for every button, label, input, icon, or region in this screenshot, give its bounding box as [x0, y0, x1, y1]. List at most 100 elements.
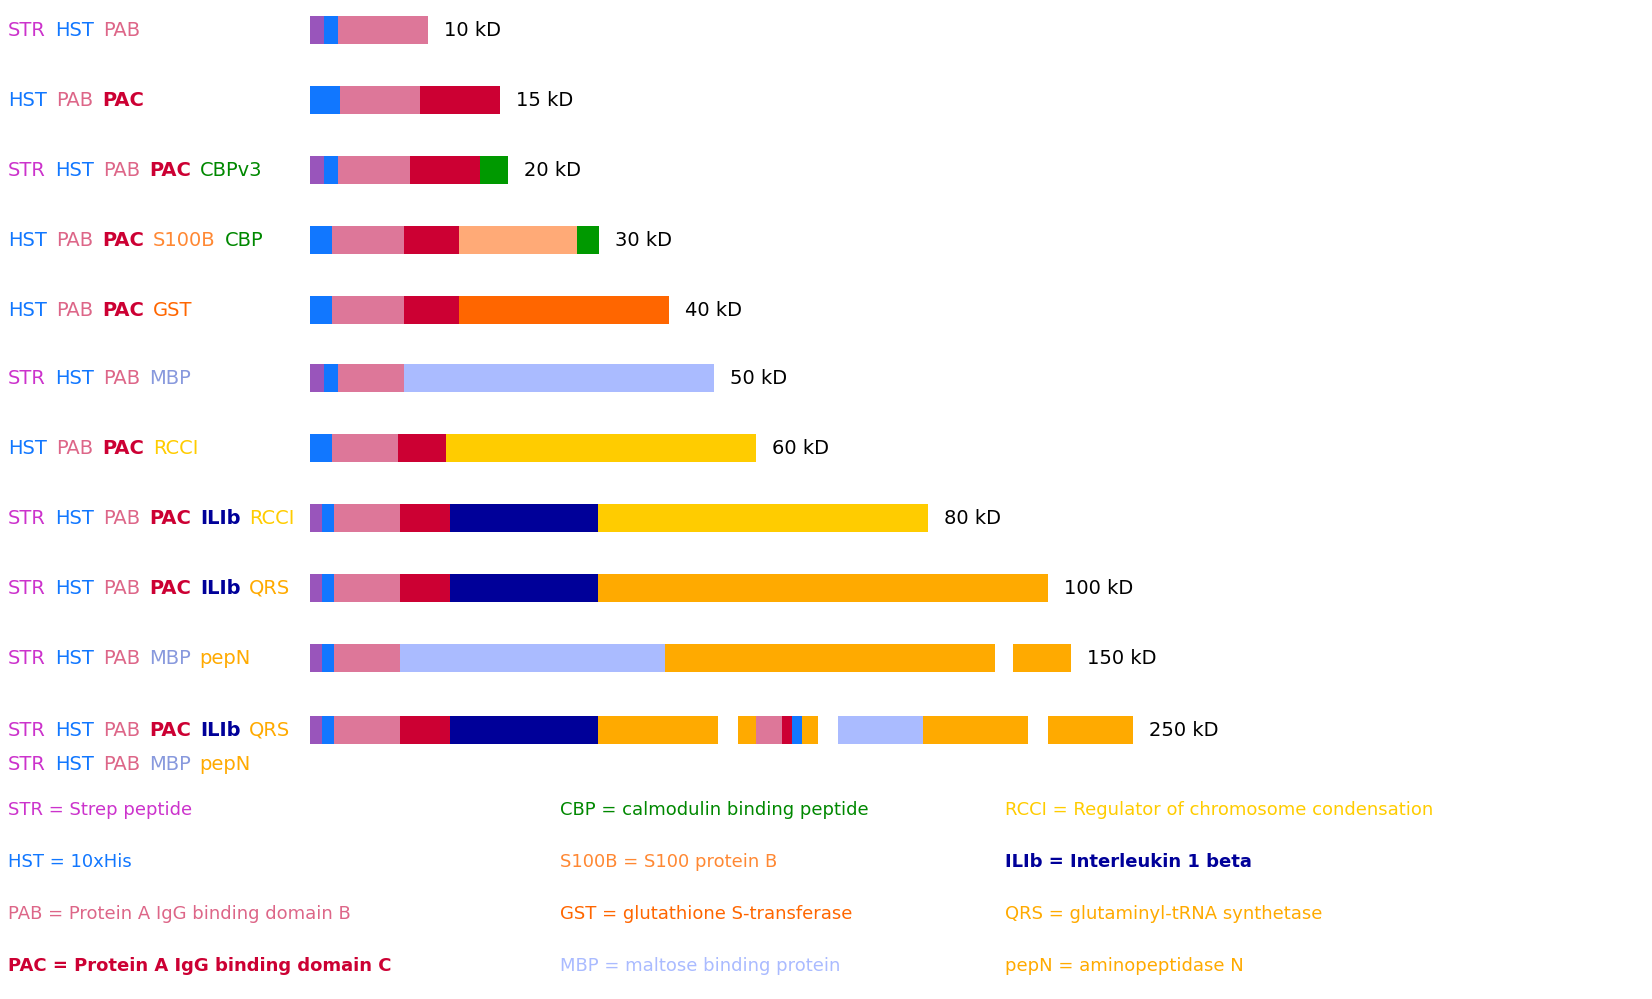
Text: STR: STR [8, 508, 46, 527]
Bar [995, 644, 1013, 672]
Bar [405, 364, 714, 392]
Bar [324, 364, 339, 392]
Text: PAC: PAC [102, 231, 144, 250]
Bar [781, 716, 791, 744]
Bar [838, 716, 923, 744]
Text: pepN = aminopeptidase N: pepN = aminopeptidase N [1004, 957, 1244, 975]
Bar [311, 644, 322, 672]
Bar [322, 504, 334, 532]
Bar [311, 364, 324, 392]
Text: S100B = S100 protein B: S100B = S100 protein B [560, 853, 776, 871]
Bar [398, 434, 446, 462]
Text: PAC = Protein A IgG binding domain C: PAC = Protein A IgG binding domain C [8, 957, 392, 975]
Bar [334, 716, 400, 744]
Text: 30 kD: 30 kD [615, 231, 672, 250]
Bar [324, 156, 339, 184]
Bar [311, 226, 332, 254]
Text: HST: HST [55, 21, 94, 40]
Bar [334, 574, 400, 602]
Text: STR: STR [8, 720, 46, 739]
Text: STR: STR [8, 21, 46, 40]
Bar [324, 16, 339, 44]
Bar [923, 716, 1028, 744]
Text: PAC: PAC [102, 91, 144, 110]
Text: CBP: CBP [225, 231, 263, 250]
Bar [405, 296, 459, 324]
Text: ILIb = Interleukin 1 beta: ILIb = Interleukin 1 beta [1004, 853, 1252, 871]
Text: 20 kD: 20 kD [524, 161, 582, 180]
Bar [1028, 716, 1047, 744]
Bar [1047, 716, 1133, 744]
Text: PAB: PAB [56, 231, 93, 250]
Bar [311, 16, 324, 44]
Text: ILIb: ILIb [200, 508, 240, 527]
Bar [332, 434, 398, 462]
Text: GST = glutathione S-transferase: GST = glutathione S-transferase [560, 905, 852, 923]
Text: HST: HST [55, 578, 94, 597]
Text: PAC: PAC [102, 301, 144, 320]
Text: MBP: MBP [149, 648, 190, 667]
Text: PAB: PAB [56, 91, 93, 110]
Bar [322, 644, 334, 672]
Bar [420, 86, 501, 114]
Text: MBP: MBP [149, 754, 190, 773]
Text: MBP: MBP [149, 369, 190, 388]
Bar [311, 296, 332, 324]
Text: STR: STR [8, 754, 46, 773]
Text: ILIb: ILIb [200, 578, 240, 597]
Text: S100B: S100B [154, 231, 215, 250]
Text: 60 kD: 60 kD [771, 439, 829, 458]
Bar [598, 574, 1047, 602]
Bar [459, 226, 577, 254]
Text: GST: GST [154, 301, 192, 320]
Text: STR: STR [8, 648, 46, 667]
Text: 150 kD: 150 kD [1087, 648, 1156, 667]
Text: HST: HST [55, 754, 94, 773]
Text: STR: STR [8, 161, 46, 180]
Text: HST: HST [8, 301, 46, 320]
Text: CBPv3: CBPv3 [200, 161, 263, 180]
Text: PAC: PAC [149, 720, 190, 739]
Text: PAB: PAB [56, 439, 93, 458]
Bar [334, 504, 400, 532]
Text: PAC: PAC [149, 161, 190, 180]
Text: 15 kD: 15 kD [515, 91, 573, 110]
Text: 10 kD: 10 kD [444, 21, 501, 40]
Bar [459, 296, 669, 324]
Bar [801, 716, 818, 744]
Text: PAB: PAB [102, 508, 140, 527]
Text: HST: HST [55, 369, 94, 388]
Bar [481, 156, 509, 184]
Text: HST: HST [55, 508, 94, 527]
Text: PAB: PAB [56, 301, 93, 320]
Bar [322, 574, 334, 602]
Text: PAB: PAB [102, 369, 140, 388]
Text: PAB: PAB [102, 648, 140, 667]
Text: RCCI: RCCI [154, 439, 198, 458]
Text: STR: STR [8, 369, 46, 388]
Bar [332, 296, 405, 324]
Bar [791, 716, 801, 744]
Text: RCCI: RCCI [249, 508, 294, 527]
Text: HST: HST [55, 161, 94, 180]
Bar [446, 434, 757, 462]
Bar [311, 504, 322, 532]
Bar [449, 504, 598, 532]
Bar [719, 716, 738, 744]
Text: PAC: PAC [102, 439, 144, 458]
Text: 40 kD: 40 kD [686, 301, 742, 320]
Bar [598, 504, 928, 532]
Text: 250 kD: 250 kD [1150, 720, 1219, 739]
Text: pepN: pepN [200, 648, 251, 667]
Text: PAC: PAC [149, 578, 190, 597]
Text: 50 kD: 50 kD [730, 369, 786, 388]
Text: PAB = Protein A IgG binding domain B: PAB = Protein A IgG binding domain B [8, 905, 350, 923]
Text: PAB: PAB [102, 720, 140, 739]
Bar [400, 644, 666, 672]
Bar [400, 574, 449, 602]
Text: STR: STR [8, 578, 46, 597]
Text: QRS = glutaminyl-tRNA synthetase: QRS = glutaminyl-tRNA synthetase [1004, 905, 1322, 923]
Text: PAC: PAC [149, 508, 190, 527]
Text: STR = Strep peptide: STR = Strep peptide [8, 801, 192, 819]
Bar [449, 716, 598, 744]
